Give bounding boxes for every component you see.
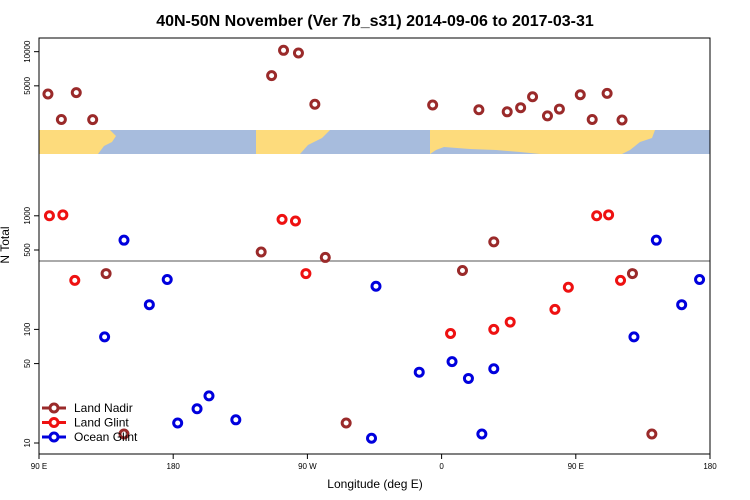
x-tick-label: 90 E xyxy=(31,462,47,471)
point-ocean-glint xyxy=(446,356,458,368)
point-land-nadir xyxy=(70,87,82,99)
point-ocean-glint xyxy=(118,234,130,246)
point-land-glint xyxy=(43,210,55,222)
point-land-nadir xyxy=(42,88,54,100)
legend-marker-ocean-glint xyxy=(48,431,60,443)
point-land-nadir xyxy=(309,98,321,110)
point-ocean-glint xyxy=(488,363,500,375)
x-tick-label: 90 W xyxy=(298,462,317,471)
point-land-glint xyxy=(615,274,627,286)
point-ocean-glint xyxy=(413,366,425,378)
y-tick-label: 500 xyxy=(23,243,32,257)
point-land-nadir xyxy=(541,110,553,122)
x-tick-label: 90 E xyxy=(568,462,584,471)
point-land-glint xyxy=(504,316,516,328)
x-tick-label: 180 xyxy=(167,462,181,471)
point-ocean-glint xyxy=(230,414,242,426)
point-land-nadir xyxy=(340,417,352,429)
x-axis: 90 E 180 90 W 0 90 E 180 xyxy=(31,454,717,471)
point-land-nadir xyxy=(55,113,67,125)
point-land-nadir xyxy=(292,47,304,59)
point-land-nadir xyxy=(118,428,130,440)
map-land-mass xyxy=(256,130,330,154)
x-axis-label: Longitude (deg E) xyxy=(327,477,422,491)
y-tick-label: 5000 xyxy=(23,76,32,94)
map-land-mass xyxy=(39,130,116,154)
legend-label-ocean-glint: Ocean Glint xyxy=(74,430,138,444)
point-land-nadir xyxy=(456,264,468,276)
point-land-nadir xyxy=(601,87,613,99)
point-land-nadir xyxy=(319,251,331,263)
point-land-glint xyxy=(603,209,615,221)
point-land-nadir xyxy=(527,91,539,103)
point-land-nadir xyxy=(488,236,500,248)
plot-frame xyxy=(38,37,711,455)
point-ocean-glint xyxy=(628,331,640,343)
point-ocean-glint xyxy=(476,428,488,440)
point-ocean-glint xyxy=(366,432,378,444)
point-land-glint xyxy=(445,328,457,340)
point-ocean-glint xyxy=(143,299,155,311)
point-ocean-glint xyxy=(370,280,382,292)
map-strip xyxy=(39,130,710,154)
point-ocean-glint xyxy=(650,234,662,246)
chart-title: 40N-50N November (Ver 7b_s31) 2014-09-06… xyxy=(156,13,594,30)
point-land-glint xyxy=(562,281,574,293)
point-land-nadir xyxy=(646,428,658,440)
point-land-glint xyxy=(549,303,561,315)
point-land-nadir xyxy=(266,70,278,82)
point-land-glint xyxy=(289,215,301,227)
point-land-glint xyxy=(591,210,603,222)
point-land-nadir xyxy=(278,44,290,56)
y-axis-label: N Total xyxy=(0,226,12,263)
point-ocean-glint xyxy=(191,403,203,415)
point-land-glint xyxy=(57,209,69,221)
point-land-nadir xyxy=(255,246,267,258)
point-land-nadir xyxy=(626,268,638,280)
point-ocean-glint xyxy=(161,273,173,285)
y-axis-upper: 5000 10000 xyxy=(23,40,39,95)
point-land-glint xyxy=(300,268,312,280)
point-land-nadir xyxy=(100,268,112,280)
point-land-nadir xyxy=(427,99,439,111)
point-ocean-glint xyxy=(99,331,111,343)
point-land-nadir xyxy=(87,114,99,126)
legend-marker-land-nadir xyxy=(48,402,60,414)
point-land-glint xyxy=(276,213,288,225)
legend-label-land-glint: Land Glint xyxy=(74,416,129,430)
x-tick-label: 180 xyxy=(703,462,717,471)
point-land-nadir xyxy=(616,114,628,126)
data-points xyxy=(42,44,706,444)
y-tick-label: 10000 xyxy=(23,40,32,63)
point-land-nadir xyxy=(553,103,565,115)
point-land-nadir xyxy=(586,113,598,125)
point-land-glint xyxy=(69,274,81,286)
point-land-nadir xyxy=(501,106,513,118)
point-land-nadir xyxy=(515,102,527,114)
point-ocean-glint xyxy=(172,417,184,429)
y-axis-lower: 10 50 100 500 1000 xyxy=(23,206,39,447)
map-land-mass xyxy=(430,130,655,154)
point-ocean-glint xyxy=(676,299,688,311)
point-ocean-glint xyxy=(462,372,474,384)
point-land-nadir xyxy=(473,104,485,116)
map-land xyxy=(39,130,655,154)
point-ocean-glint xyxy=(203,390,215,402)
y-tick-label: 1000 xyxy=(23,206,32,224)
point-ocean-glint xyxy=(694,273,706,285)
legend-marker-land-glint xyxy=(48,417,60,428)
legend-label-land-nadir: Land Nadir xyxy=(74,401,133,415)
y-tick-label: 50 xyxy=(23,359,32,368)
x-tick-label: 0 xyxy=(439,462,444,471)
y-tick-label: 100 xyxy=(23,322,32,336)
y-tick-label: 10 xyxy=(23,438,32,447)
point-land-nadir xyxy=(574,89,586,101)
point-land-glint xyxy=(488,323,500,335)
